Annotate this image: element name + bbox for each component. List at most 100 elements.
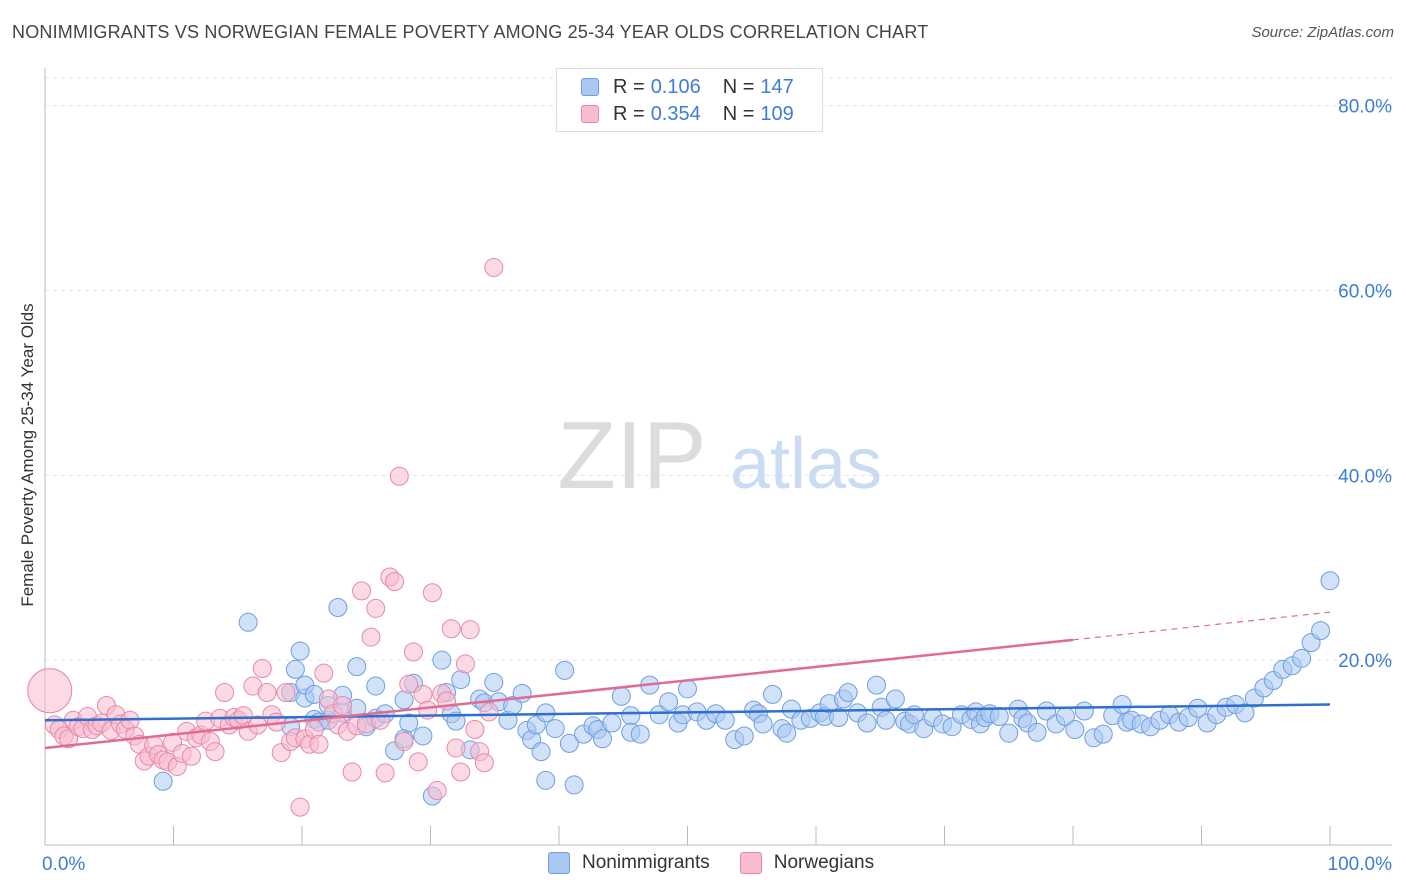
series-legend: Nonimmigrants Norwegians: [548, 852, 904, 874]
data-point: [290, 641, 310, 661]
data-point: [876, 710, 896, 730]
data-point: [427, 780, 447, 800]
data-point: [451, 670, 471, 690]
data-point: [314, 663, 334, 683]
axes: [44, 68, 1392, 846]
data-point: [290, 797, 310, 817]
trend-line-extension: [1072, 611, 1331, 641]
data-point: [857, 713, 877, 733]
chart-title: NONIMMIGRANTS VS NORWEGIAN FEMALE POVERT…: [12, 22, 929, 42]
data-point: [1093, 724, 1113, 744]
data-point: [659, 692, 679, 712]
data-point: [866, 675, 886, 695]
data-point: [366, 598, 386, 618]
y-tick-label: 20.0%: [1338, 651, 1392, 672]
data-point: [328, 598, 348, 618]
data-point: [403, 642, 423, 662]
data-point: [413, 684, 433, 704]
data-point: [1292, 648, 1312, 668]
trend-line: [44, 703, 1331, 722]
legend-n-label: N =: [722, 102, 755, 125]
legend-label-nonimmigrants: Nonimmigrants: [582, 852, 710, 873]
watermark-atlas: atlas: [730, 424, 882, 504]
data-point: [285, 659, 305, 679]
data-point: [1037, 701, 1057, 721]
legend-item-nonimmigrants[interactable]: Nonimmigrants: [548, 852, 710, 874]
data-point: [27, 668, 73, 714]
data-points: [27, 257, 1340, 817]
data-point: [238, 612, 258, 632]
data-point: [592, 729, 612, 749]
data-point: [512, 683, 532, 703]
legend-n-label: N =: [722, 75, 755, 98]
data-point: [763, 684, 783, 704]
legend-swatch-pink: [581, 105, 599, 123]
data-point: [1027, 722, 1047, 742]
tick-labels: 20.0% 40.0% 60.0% 80.0% 0.0% 100.0%: [42, 97, 1392, 875]
legend-r-value: 0.354: [650, 102, 701, 125]
data-point: [215, 683, 235, 703]
data-point: [394, 690, 414, 710]
data-point: [342, 762, 362, 782]
legend-n-value: 147: [760, 75, 794, 98]
data-point: [446, 738, 466, 758]
data-point: [838, 683, 858, 703]
data-point: [545, 719, 565, 739]
data-point: [630, 724, 650, 744]
data-point: [375, 763, 395, 783]
data-point: [715, 710, 735, 730]
legend-item-norwegians[interactable]: Norwegians: [739, 852, 875, 874]
watermark-zip: ZIP: [557, 402, 706, 509]
data-point: [460, 620, 480, 640]
legend-swatch-blue: [548, 852, 570, 874]
data-point: [413, 726, 433, 746]
data-point: [999, 723, 1019, 743]
data-point: [1112, 695, 1132, 715]
data-point: [474, 753, 494, 773]
data-point: [621, 706, 641, 726]
data-point: [1074, 701, 1094, 721]
data-point: [366, 676, 386, 696]
data-point: [408, 752, 428, 772]
data-point: [446, 711, 466, 731]
data-point: [455, 654, 475, 674]
data-point: [885, 689, 905, 709]
data-point: [333, 695, 353, 715]
data-point: [399, 674, 419, 694]
data-point: [531, 742, 551, 762]
data-point: [361, 627, 381, 647]
data-point: [347, 657, 367, 677]
data-point: [479, 702, 499, 722]
data-point: [777, 723, 797, 743]
legend-n-value: 109: [760, 102, 794, 125]
data-point: [257, 683, 277, 703]
legend-r-value: 0.106: [650, 75, 701, 98]
data-point: [1065, 719, 1085, 739]
y-tick-label: 40.0%: [1338, 466, 1392, 487]
y-tick-label: 60.0%: [1338, 282, 1392, 303]
legend-r-label: R =: [613, 102, 645, 125]
legend-label-norwegians: Norwegians: [773, 852, 875, 873]
data-point: [422, 583, 442, 603]
data-point: [451, 762, 471, 782]
data-point: [352, 581, 372, 601]
data-point: [829, 707, 849, 727]
x-tick-label: 100.0%: [1328, 854, 1393, 875]
data-point: [649, 705, 669, 725]
legend-swatch-pink: [739, 852, 762, 874]
x-tick-label: 0.0%: [42, 854, 85, 875]
trend-lines: [44, 611, 1331, 750]
data-point: [385, 572, 405, 592]
data-point: [678, 679, 697, 699]
data-point: [484, 672, 504, 692]
legend-row-nonimmigrants: R = 0.106 N = 147: [581, 75, 794, 99]
data-point: [205, 742, 225, 762]
data-point: [989, 707, 1009, 727]
data-point: [309, 734, 329, 754]
stats-legend: R = 0.106 N = 147 R = 0.354 N = 109: [556, 68, 823, 132]
data-point: [611, 686, 631, 706]
data-point: [1320, 571, 1340, 591]
data-point: [276, 683, 296, 703]
data-point: [389, 466, 409, 486]
